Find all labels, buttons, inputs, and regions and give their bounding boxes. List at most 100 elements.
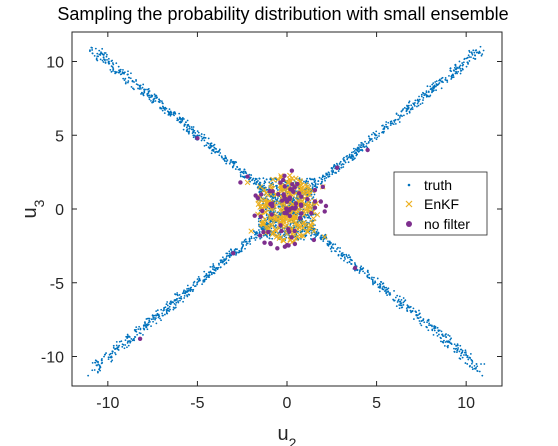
data-point-truth xyxy=(320,238,322,241)
data-point-enkf xyxy=(280,237,286,243)
data-point-truth xyxy=(350,151,353,154)
data-point-no-filter xyxy=(231,251,236,256)
data-point-truth xyxy=(207,146,210,149)
data-point-truth xyxy=(435,85,437,88)
data-point-truth xyxy=(219,152,222,154)
data-point-truth xyxy=(147,91,150,94)
data-point-truth xyxy=(389,122,392,125)
data-point-truth xyxy=(193,129,196,132)
data-point-truth xyxy=(176,119,179,122)
data-point-truth xyxy=(107,62,110,65)
data-point-truth xyxy=(130,85,133,88)
data-point-truth xyxy=(151,94,154,97)
data-point-truth xyxy=(192,126,195,128)
data-point-truth xyxy=(340,257,342,260)
data-point-truth xyxy=(209,266,212,268)
data-point-truth xyxy=(355,154,358,157)
data-point-truth xyxy=(246,242,249,245)
data-point-enkf xyxy=(289,175,296,181)
data-point-truth xyxy=(180,118,183,120)
data-point-truth xyxy=(183,294,186,297)
data-point-truth xyxy=(435,80,438,83)
y-axis-subscript: 3 xyxy=(31,199,47,207)
data-point-enkf xyxy=(262,216,268,223)
data-point-truth xyxy=(211,149,214,152)
legend-label-enkf: EnKF xyxy=(424,196,459,212)
data-point-truth xyxy=(214,151,217,154)
data-point-truth xyxy=(241,175,244,178)
data-point-truth xyxy=(231,161,233,163)
data-point-truth xyxy=(331,168,334,170)
data-point-truth xyxy=(413,105,416,107)
data-point-truth xyxy=(330,250,333,253)
data-point-truth xyxy=(174,304,177,306)
data-point-truth xyxy=(311,186,314,189)
data-point-no-filter xyxy=(323,203,329,209)
data-point-truth xyxy=(263,182,266,185)
data-point-truth xyxy=(455,344,457,347)
data-point-truth xyxy=(475,366,477,369)
data-point-truth xyxy=(146,93,149,95)
data-point-truth xyxy=(238,251,241,254)
data-point-truth xyxy=(208,271,211,274)
data-point-enkf xyxy=(260,220,267,227)
data-point-truth xyxy=(197,275,200,278)
data-point-truth xyxy=(259,237,262,240)
data-point-no-filter xyxy=(282,173,287,179)
data-point-truth xyxy=(442,81,444,84)
data-point-truth xyxy=(169,308,171,311)
data-point-truth xyxy=(99,54,102,56)
data-point-truth xyxy=(420,324,423,327)
data-point-truth xyxy=(152,320,154,323)
data-point-truth xyxy=(321,176,324,179)
ticks-layer: -10 -5 0 5 10 -10 -5 0 5 10 xyxy=(41,32,502,412)
data-point-truth xyxy=(375,138,378,141)
data-point-truth xyxy=(418,309,420,312)
data-point-truth xyxy=(459,64,462,67)
data-point-truth xyxy=(332,247,335,250)
data-point-truth xyxy=(94,359,97,362)
data-point-truth xyxy=(263,187,266,189)
data-point-truth xyxy=(339,160,342,163)
data-point-truth xyxy=(448,340,451,343)
data-point-truth xyxy=(432,89,435,92)
data-point-truth xyxy=(229,159,232,162)
data-point-truth xyxy=(99,58,102,61)
data-point-truth xyxy=(326,172,328,175)
data-point-truth xyxy=(212,144,215,147)
data-point-no-filter xyxy=(270,203,275,209)
data-point-truth xyxy=(209,142,212,145)
data-point-truth xyxy=(241,245,244,248)
data-point-truth xyxy=(458,60,461,63)
data-point-truth xyxy=(329,247,332,250)
data-point-truth xyxy=(426,85,429,88)
data-point-truth xyxy=(441,333,443,336)
data-point-truth xyxy=(200,139,203,142)
data-point-truth xyxy=(122,77,125,80)
data-point-enkf xyxy=(300,233,306,239)
data-point-truth xyxy=(116,347,119,350)
data-point-no-filter xyxy=(311,237,317,243)
data-point-truth xyxy=(154,100,157,102)
data-point-truth xyxy=(310,233,313,235)
data-point-truth xyxy=(398,117,401,119)
data-point-no-filter xyxy=(238,180,243,185)
data-point-no-filter xyxy=(245,174,250,179)
data-point-truth xyxy=(213,269,216,271)
data-point-truth xyxy=(431,83,434,86)
data-point-truth xyxy=(240,242,243,245)
data-point-truth xyxy=(98,368,101,371)
data-point-truth xyxy=(205,274,208,277)
data-point-truth xyxy=(357,148,360,150)
data-point-truth xyxy=(382,128,385,131)
data-point-truth xyxy=(381,287,384,290)
data-point-truth xyxy=(95,364,98,367)
data-point-truth xyxy=(160,319,162,322)
data-point-truth xyxy=(213,146,216,149)
data-point-truth xyxy=(150,318,153,321)
data-point-truth xyxy=(389,124,392,127)
data-point-truth xyxy=(365,142,368,145)
data-point-truth xyxy=(412,307,415,310)
data-point-truth xyxy=(217,150,220,153)
data-point-truth xyxy=(445,333,447,335)
